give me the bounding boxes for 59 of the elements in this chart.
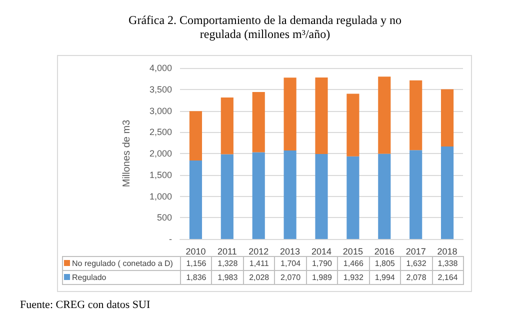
data-label: 1,836	[180, 270, 212, 284]
y-tick-label: 3,000	[149, 106, 172, 116]
bar	[410, 80, 422, 150]
x-tick-label: 2016	[374, 246, 394, 256]
bar	[346, 94, 360, 156]
data-label: 2,078	[400, 270, 432, 284]
chart-title: Gráfica 2. Comportamiento de la demanda regulada y no regulada (millones m³/año)	[128, 13, 402, 41]
y-tick-label: 1,500	[149, 170, 172, 180]
bar	[252, 92, 265, 152]
bar	[284, 150, 296, 239]
data-label: 1,704	[274, 256, 306, 270]
data-label: 1,466	[338, 256, 370, 270]
y-tick-label: 1,000	[149, 191, 172, 202]
data-label: 1,790	[306, 256, 338, 270]
bar	[284, 78, 296, 151]
bar	[315, 154, 328, 239]
data-label: 1,632	[400, 256, 432, 270]
data-label: 2,070	[274, 270, 306, 284]
x-tick-label: 2013	[280, 246, 300, 256]
bar	[378, 76, 391, 154]
data-label: 1,328	[212, 256, 244, 270]
y-tick-label: 4,000	[149, 63, 172, 73]
y-tick-label: 2,500	[149, 127, 172, 138]
bar	[252, 152, 265, 239]
data-label: 1,338	[432, 256, 464, 270]
x-tick-label: 2010	[186, 246, 206, 256]
y-tick-label: 3,500	[149, 84, 172, 94]
legend-label: Regulado	[62, 270, 180, 284]
data-label: 2,028	[243, 270, 275, 284]
bar	[440, 146, 454, 239]
x-tick-label: 2015	[342, 246, 363, 256]
bar	[220, 97, 234, 154]
x-tick-label: 2012	[248, 246, 269, 256]
bar	[410, 150, 422, 239]
bar	[315, 77, 328, 154]
bar	[189, 111, 202, 161]
bar	[189, 160, 202, 239]
y-tick-label: 500	[156, 212, 172, 223]
source-note: Fuente: CREG con datos SUI	[20, 299, 150, 311]
data-label: 2,164	[432, 270, 464, 284]
data-label: 1,805	[369, 256, 401, 270]
data-label: 1,994	[369, 270, 401, 284]
bar	[220, 154, 234, 239]
x-tick-label: 2018	[437, 246, 458, 256]
y-axis-title: Millones de m3	[122, 119, 132, 188]
data-label: 1,983	[212, 270, 244, 284]
y-tick-label: 2,000	[149, 148, 172, 158]
legend-label: No regulado ( conetado a D)	[62, 256, 180, 270]
data-label: 1,156	[180, 256, 212, 270]
y-tick-label: -	[169, 234, 172, 244]
bar	[440, 89, 454, 146]
bar	[346, 156, 360, 239]
bar	[378, 154, 391, 239]
data-label: 1,989	[306, 270, 338, 284]
data-label: 1,932	[338, 270, 370, 284]
x-tick-label: 2014	[311, 246, 332, 256]
data-label: 1,411	[243, 256, 275, 270]
x-tick-label: 2017	[406, 246, 426, 256]
x-tick-label: 2011	[217, 246, 237, 256]
